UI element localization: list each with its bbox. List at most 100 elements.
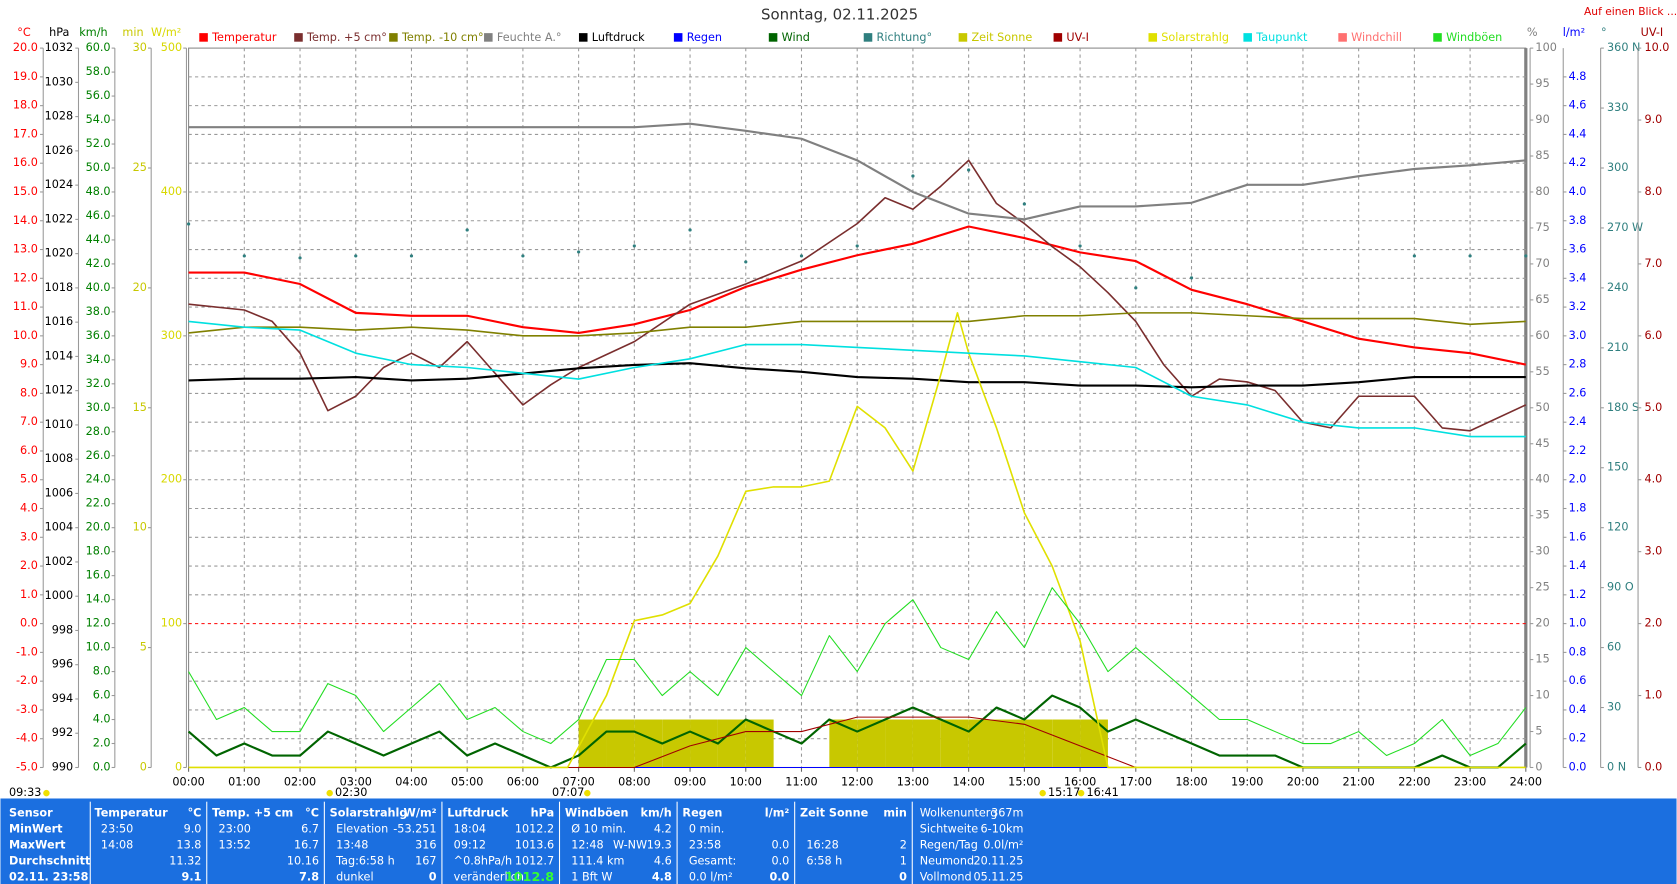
sun-bar: [1052, 719, 1081, 768]
summary-table: Sensor MinWert MaxWert Durchschnitt 02.11. 2…: [9, 801, 1023, 884]
y-tick-label: 32.0: [86, 377, 111, 390]
cell-value: 0.0: [769, 871, 789, 884]
y-tick-label: -3.0: [16, 703, 38, 716]
sun-bar: [940, 719, 969, 768]
y-tick-label: 11.0: [13, 300, 38, 313]
cell-value: 0.0: [771, 855, 789, 868]
y-tick-label: 400: [161, 185, 182, 198]
legend-label: Temp. -10 cm°: [401, 31, 484, 44]
series-line: [188, 312, 1526, 337]
legend-label: Windböen: [1446, 31, 1502, 44]
y-tick-label: 13.0: [13, 243, 38, 256]
y-tick-label: -1.0: [16, 645, 38, 658]
cell-label: Gesamt:: [689, 855, 736, 868]
axis-title: km/h: [79, 26, 107, 39]
x-tick-label: 20:00: [1287, 775, 1319, 788]
cell-value: 0: [429, 871, 437, 884]
y-tick-label: 5: [1535, 725, 1542, 738]
y-tick-label: 80: [1535, 185, 1549, 198]
axis-title: °: [1601, 26, 1607, 39]
direction-dot: [1468, 254, 1472, 258]
y-tick-label: 2.0: [20, 559, 38, 572]
y-tick-label: 1016: [45, 315, 74, 328]
section-unit: km/h: [640, 806, 671, 819]
cell-value: 4.2: [654, 822, 672, 835]
y-tick-label: 1010: [45, 418, 74, 431]
note-value: 05.11.25: [973, 871, 1023, 884]
header-link[interactable]: Auf einen Blick ...: [1584, 5, 1677, 18]
y-tick-label: 55: [1535, 365, 1549, 378]
y-tick-label: 994: [52, 692, 73, 705]
y-tick-label: 90: [1535, 113, 1549, 126]
x-tick-label: 13:00: [897, 775, 929, 788]
y-tick-label: 20.0: [13, 41, 38, 54]
y-tick-label: 7.0: [20, 415, 38, 428]
direction-dot: [967, 168, 971, 172]
y-tick-label: 4.0: [93, 713, 111, 726]
y-tick-label: 44.0: [86, 233, 111, 246]
section-unit: °C: [305, 806, 319, 819]
x-tick-label: 12:00: [841, 775, 873, 788]
y-tick-label: 4.0: [20, 502, 38, 515]
cell-label: Ø 10 min.: [571, 822, 626, 835]
y-tick-label: 2.4: [1569, 415, 1587, 428]
legend-swatch: [863, 33, 873, 42]
y-tick-label: 2.0: [1644, 617, 1662, 630]
marker-icon: [584, 789, 591, 797]
y-tick-label: 0.0: [20, 617, 38, 630]
y-tick-label: 20.0: [86, 521, 111, 534]
cell-value: 9.1: [182, 871, 202, 884]
time-marker: 07:07: [552, 786, 584, 799]
cell-value: 16.7: [294, 839, 319, 852]
cell-value: 13.8: [176, 839, 201, 852]
y-tick-label: 9.0: [20, 358, 38, 371]
series-line: [188, 159, 1527, 432]
cell-label: 0 min.: [689, 822, 724, 835]
sun-bar: [912, 719, 941, 768]
row-label: Sensor: [9, 806, 53, 819]
y-tick-label: 1012: [45, 384, 74, 397]
axis-title: %: [1527, 26, 1538, 39]
y-tick-label: 4.2: [1569, 156, 1587, 169]
y-tick-label: 330: [1607, 101, 1628, 114]
note-label: Vollmond: [920, 871, 972, 884]
cell-label: 09:12: [454, 839, 486, 852]
cell-label: 13:48: [336, 839, 368, 852]
section-unit: min: [883, 806, 907, 819]
series-line: [188, 587, 1527, 757]
cell-value: 316: [415, 839, 436, 852]
cell-label: 0.0 l/m²: [689, 871, 733, 884]
y-tick-label: 34.0: [86, 353, 111, 366]
y-tick-label: 28.0: [86, 425, 111, 438]
y-tick-label: 0: [1535, 760, 1542, 773]
axis-title: min: [122, 26, 143, 39]
note-label: Wolkenunterg: [920, 806, 998, 819]
cell-label: dunkel: [336, 871, 373, 884]
y-tick-label: 3.2: [1569, 300, 1587, 313]
y-tick-label: 1020: [45, 247, 74, 260]
y-tick-label: 10.0: [1644, 41, 1669, 54]
direction-dot: [632, 244, 636, 248]
direction-dot: [409, 254, 414, 258]
direction-dot: [1078, 244, 1082, 248]
y-tick-label: 210: [1607, 341, 1628, 354]
y-tick-label: 1.6: [1569, 530, 1587, 543]
cell-label: 1 Bft W: [571, 871, 612, 884]
y-tick-label: 38.0: [86, 305, 111, 318]
y-tick-label: 996: [52, 658, 73, 671]
legend-swatch: [958, 33, 968, 42]
y-tick-label: 992: [52, 726, 73, 739]
cell-value: 19.3: [647, 839, 672, 852]
x-tick-label: 14:00: [952, 775, 984, 788]
cell-label: 18:04: [454, 822, 486, 835]
y-tick-label: 1006: [45, 486, 74, 499]
cell-value: 7.8: [299, 871, 319, 884]
chart-title: Sonntag, 02.11.2025: [761, 5, 918, 23]
legend-label: Temperatur: [211, 31, 277, 44]
marker-icon: [43, 789, 50, 797]
y-tick-label: 3.0: [20, 530, 38, 543]
x-tick-label: 04:00: [395, 775, 427, 788]
y-tick-label: 300: [161, 329, 182, 342]
cell-value: 2: [900, 839, 907, 852]
y-tick-label: 75: [1535, 221, 1549, 234]
